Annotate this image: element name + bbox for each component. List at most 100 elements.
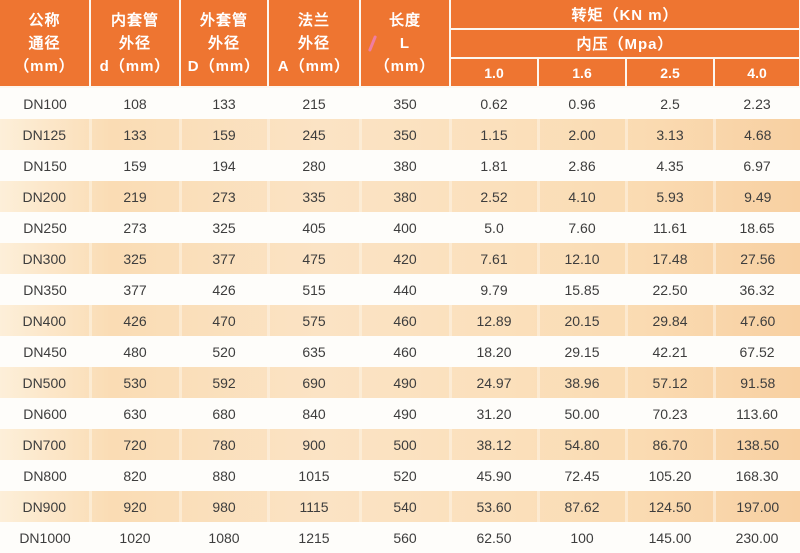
- cell: 0.96: [568, 95, 596, 112]
- cell: 377: [178, 243, 268, 274]
- header-line: 外径: [297, 34, 330, 52]
- row-label: DN125: [22, 126, 67, 143]
- table-row: DN100 108 133 215 350 0.62 0.96 2.5 2.23: [0, 87, 800, 119]
- cell: 100: [570, 529, 594, 546]
- cell: 2.86: [568, 157, 596, 174]
- cell: 880: [212, 467, 236, 484]
- cell: 45.90: [476, 467, 512, 484]
- cell: 53.60: [448, 491, 538, 522]
- cell: 31.20: [476, 405, 512, 422]
- cell: 7.60: [568, 219, 596, 236]
- cell: 540: [358, 491, 450, 522]
- cell: 159: [123, 157, 147, 174]
- cell: 215: [302, 95, 326, 112]
- cell: 520: [212, 343, 236, 360]
- cell: 520: [393, 467, 417, 484]
- cell: 377: [123, 281, 147, 298]
- cell: 530: [88, 367, 180, 398]
- cell: 113.60: [736, 405, 778, 422]
- cell: 18.20: [476, 343, 512, 360]
- row-label: DN250: [23, 219, 67, 236]
- cell: 635: [302, 343, 326, 360]
- cell: 72.45: [564, 467, 600, 484]
- cell: 133: [212, 95, 236, 112]
- cell: 560: [393, 529, 417, 546]
- cell: 325: [88, 243, 180, 274]
- cell: 1.81: [480, 157, 508, 174]
- cell: 57.12: [624, 367, 714, 398]
- cell: 36.32: [739, 281, 775, 298]
- cell: 11.61: [653, 219, 687, 236]
- row-label: DN700: [22, 436, 67, 453]
- cell: 920: [88, 491, 180, 522]
- cell: 91.58: [712, 367, 800, 398]
- cell: 70.23: [652, 405, 688, 422]
- cell: 87.62: [536, 491, 626, 522]
- cell: 4.35: [656, 157, 684, 174]
- cell: 38.96: [536, 367, 626, 398]
- header-line: 公称: [28, 11, 61, 29]
- row-label: DN350: [23, 281, 67, 298]
- cell: 7.61: [448, 243, 538, 274]
- cell: 273: [123, 219, 147, 236]
- cell: 67.52: [739, 343, 775, 360]
- cell: 460: [358, 305, 450, 336]
- table-row: DN300 325 377 475 420 7.61 12.10 17.48 27.56: [0, 243, 800, 274]
- cell: 1215: [298, 529, 330, 546]
- table-row: DN800 820 880 1015 520 45.90 72.45 105.20 168.30: [0, 460, 800, 491]
- cell: 280: [302, 157, 326, 174]
- cell: 273: [178, 181, 268, 212]
- table-row: DN150 159 194 280 380 1.81 2.86 4.35 6.97: [0, 150, 800, 181]
- cell: 325: [212, 219, 236, 236]
- cell: 2.23: [743, 95, 771, 112]
- cell: 1.15: [448, 119, 538, 150]
- table-row: DN900 920 980 1115 540 53.60 87.62 124.50 197.00: [0, 491, 800, 522]
- cell: 690: [266, 367, 360, 398]
- header-length: 长度 L （mm）: [360, 0, 451, 88]
- header-torque-title: 转矩（KN m）: [450, 0, 800, 30]
- table-row: DN400 426 470 575 460 12.89 20.15 29.84 47.60: [0, 305, 800, 336]
- row-label: DN800: [23, 467, 67, 484]
- cell: 1015: [298, 467, 330, 484]
- cell: 2.52: [448, 181, 538, 212]
- cell: 20.15: [536, 305, 626, 336]
- cell: 2.00: [536, 119, 626, 150]
- header-pressure-1-0: 1.0: [450, 58, 539, 88]
- cell: 490: [393, 405, 417, 422]
- cell: 460: [393, 343, 417, 360]
- cell: 820: [123, 467, 147, 484]
- table-row: DN200 219 273 335 380 2.52 4.10 5.93 9.49: [0, 181, 800, 212]
- cell: 17.48: [624, 243, 714, 274]
- cell: 29.15: [564, 343, 600, 360]
- cell: 980: [178, 491, 268, 522]
- cell: 1115: [266, 491, 360, 522]
- cell: 27.56: [712, 243, 800, 274]
- cell: 5.93: [624, 181, 714, 212]
- cell: 592: [178, 367, 268, 398]
- cell: 470: [178, 305, 268, 336]
- header-flange-od: 法兰 外径 A（mm）: [268, 0, 361, 88]
- cell: 245: [266, 119, 360, 150]
- header-nominal-diameter: 公称 通径 （mm）: [0, 0, 91, 88]
- cell: 575: [266, 305, 360, 336]
- cell: 426: [88, 305, 180, 336]
- header-pressure-4-0: 4.0: [714, 58, 800, 88]
- table-row: DN450 480 520 635 460 18.20 29.15 42.21 67.52: [0, 336, 800, 367]
- cell: 18.65: [739, 219, 775, 236]
- cell: 4.68: [712, 119, 800, 150]
- cell: 12.89: [448, 305, 538, 336]
- row-label: DN600: [23, 405, 67, 422]
- cell: 15.85: [564, 281, 600, 298]
- header-pressure-title: 内压（Mpa）: [450, 29, 800, 59]
- header-line: 外径: [118, 34, 151, 52]
- row-label: DN900: [22, 498, 67, 515]
- cell: 2.5: [660, 95, 680, 112]
- cell: 159: [178, 119, 268, 150]
- cell: 62.50: [476, 529, 512, 546]
- header-line: 外套管: [199, 11, 248, 29]
- header-line: d（mm）: [99, 57, 171, 75]
- cell: 780: [178, 429, 268, 460]
- cell: 145.00: [648, 529, 692, 546]
- cell: 475: [266, 243, 360, 274]
